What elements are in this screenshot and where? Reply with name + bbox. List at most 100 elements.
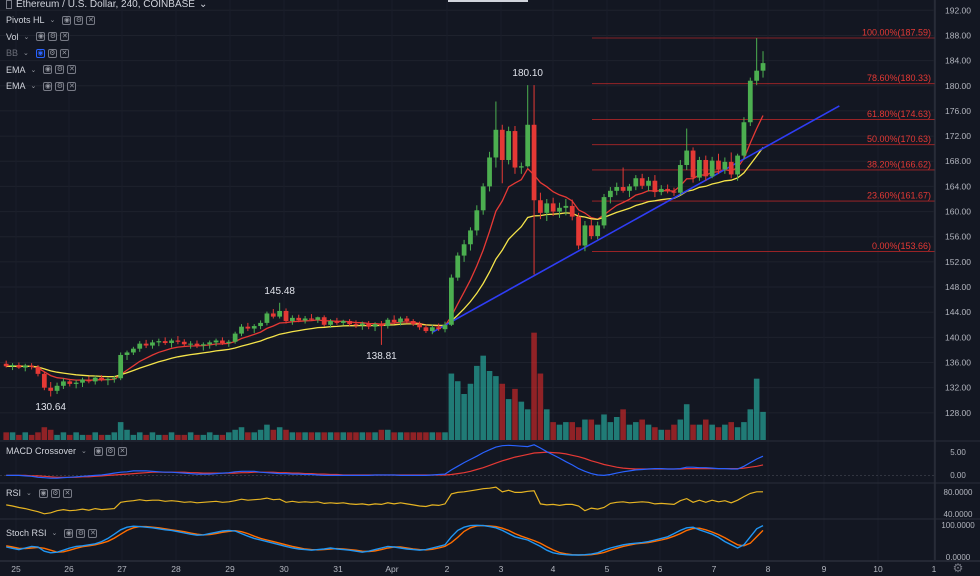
volume-bar xyxy=(257,429,264,440)
stoch-legend-row[interactable]: Stoch RSI ⌄ ◉ ⚙ ✕ xyxy=(6,527,98,539)
rsi-legend-row[interactable]: RSI ⌄ ◉ ⚙ ✕ xyxy=(6,487,72,499)
candle-body xyxy=(404,318,410,322)
candle xyxy=(283,308,289,324)
candle xyxy=(697,156,702,181)
candle xyxy=(232,331,238,344)
settings-icon[interactable]: ⚙ xyxy=(105,446,115,456)
settings-icon[interactable]: ⚙ xyxy=(55,65,65,74)
volume-bar xyxy=(98,434,105,440)
candle xyxy=(188,341,193,349)
volume-bar xyxy=(391,432,397,440)
volume-bar xyxy=(518,401,525,440)
candle-body xyxy=(302,318,308,321)
settings-icon[interactable]: ⚙ xyxy=(48,32,58,41)
candle xyxy=(646,176,651,192)
close-icon[interactable]: ✕ xyxy=(86,15,96,25)
chevron-down-icon[interactable]: ⌄ xyxy=(81,448,87,455)
settings-icon[interactable]: ⚙ xyxy=(74,15,84,25)
fib-level-label: 38.20%(166.62) xyxy=(867,159,931,169)
indicator-legend-row[interactable]: EMA ⌄ ◉ ⚙ ✕ xyxy=(6,80,77,92)
close-icon[interactable]: ✕ xyxy=(67,65,77,74)
candle xyxy=(499,124,505,184)
eye-icon[interactable]: ◉ xyxy=(35,48,45,58)
time-tick-label: 3 xyxy=(499,564,504,574)
candle-body xyxy=(684,150,690,166)
fib-level-label: 23.60%(161.67) xyxy=(867,191,931,201)
candle xyxy=(563,198,569,216)
eye-icon[interactable]: ◉ xyxy=(62,15,72,25)
eye-icon[interactable]: ◉ xyxy=(38,488,48,498)
candle xyxy=(716,153,721,174)
eye-icon[interactable]: ◉ xyxy=(64,528,74,538)
candle-body xyxy=(118,354,124,379)
chevron-down-icon[interactable]: ⌄ xyxy=(49,17,56,24)
candle-body xyxy=(232,333,238,342)
candle-body xyxy=(188,343,193,345)
candle xyxy=(582,221,588,252)
candle xyxy=(162,337,168,345)
volume-bar xyxy=(582,419,588,440)
indicator-legend-row[interactable]: EMA ⌄ ◉ ⚙ ✕ xyxy=(6,64,77,76)
close-icon[interactable]: ✕ xyxy=(59,48,69,58)
chevron-down-icon[interactable]: ⌄ xyxy=(23,50,29,57)
settings-icon[interactable]: ⚙ xyxy=(55,81,65,91)
settings-icon[interactable]: ⚙ xyxy=(76,528,86,538)
candle xyxy=(658,185,664,196)
candle-body xyxy=(226,341,232,344)
volume-bar xyxy=(238,427,245,440)
candle xyxy=(29,363,34,370)
settings-icon[interactable]: ⚙ xyxy=(47,48,57,58)
close-icon[interactable]: ✕ xyxy=(117,446,127,456)
close-icon[interactable]: ✕ xyxy=(67,81,77,91)
indicator-legend-row[interactable]: Pivots HL ⌄ ◉ ⚙ ✕ xyxy=(6,14,96,26)
eye-icon[interactable]: ◉ xyxy=(43,65,53,74)
chevron-down-icon[interactable]: ⌄ xyxy=(23,33,30,41)
macd-legend-row[interactable]: MACD Crossover ⌄ ◉ ⚙ ✕ xyxy=(6,445,127,457)
eye-icon[interactable]: ◉ xyxy=(43,81,53,91)
candle-body xyxy=(220,340,225,344)
candle-body xyxy=(436,327,442,330)
candle-body xyxy=(499,129,505,160)
candle xyxy=(366,321,372,330)
candle-body xyxy=(29,365,34,367)
settings-icon[interactable]: ⚙ xyxy=(50,488,60,498)
volume-bar xyxy=(130,434,137,440)
close-icon[interactable]: ✕ xyxy=(62,488,72,498)
trendline-path xyxy=(431,105,840,334)
symbol-title: Ethereum / U.S. Dollar, 240, COINBASE xyxy=(16,0,195,10)
volume-bar xyxy=(620,409,626,440)
volume-bar xyxy=(550,422,556,440)
candle-body xyxy=(703,159,709,177)
candle-body xyxy=(67,381,73,384)
candle-body xyxy=(658,188,664,193)
candle xyxy=(277,302,283,319)
candle-body xyxy=(588,225,594,237)
chevron-down-icon[interactable]: ⌄ xyxy=(51,530,58,537)
time-tick-label: 25 xyxy=(11,564,21,574)
candle-body xyxy=(544,203,550,213)
candle xyxy=(461,239,467,262)
close-icon[interactable]: ✕ xyxy=(88,528,98,538)
chevron-down-icon[interactable]: ⌄ xyxy=(26,490,32,497)
candle xyxy=(410,319,416,327)
settings-gear-icon[interactable]: ⚙ xyxy=(952,561,964,575)
candle-body xyxy=(315,317,321,320)
candle-body xyxy=(518,166,524,168)
price-tick-label: 144.00 xyxy=(945,307,971,317)
eye-icon[interactable]: ◉ xyxy=(93,446,103,456)
candle xyxy=(200,342,206,351)
pane-tick-label: 5.00 xyxy=(950,448,966,457)
volume-bar xyxy=(149,432,156,440)
indicator-legend-row[interactable]: BB ⌄ ◉ ⚙ ✕ xyxy=(6,47,69,59)
chevron-down-icon[interactable]: ⌄ xyxy=(30,83,37,90)
close-icon[interactable]: ✕ xyxy=(60,32,70,41)
eye-icon[interactable]: ◉ xyxy=(36,32,46,41)
volume-bar xyxy=(117,422,124,440)
candle-body xyxy=(620,187,626,191)
candle xyxy=(398,316,403,326)
candle xyxy=(391,315,397,325)
chevron-down-icon[interactable]: ⌄ xyxy=(198,0,208,10)
chevron-down-icon[interactable]: ⌄ xyxy=(30,66,37,74)
indicator-legend-row[interactable]: Vol ⌄ ◉ ⚙ ✕ xyxy=(6,31,70,43)
